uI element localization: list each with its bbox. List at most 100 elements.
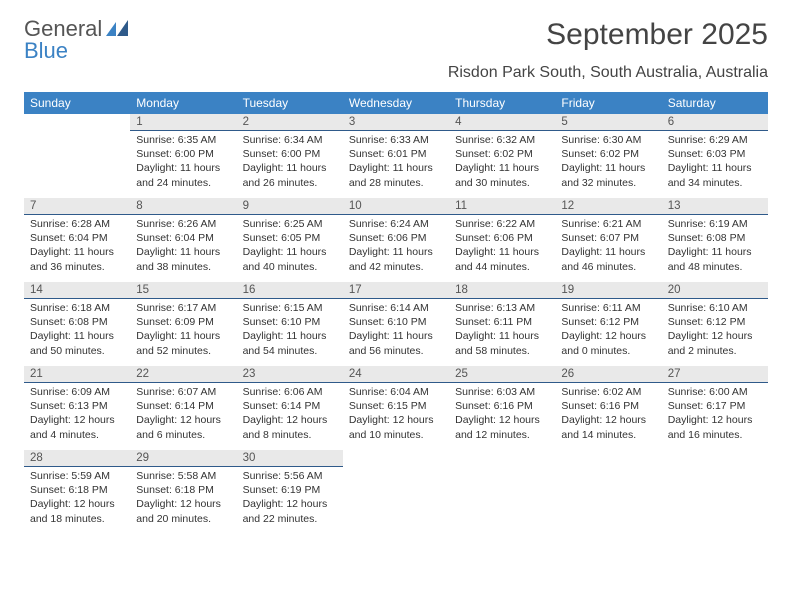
calendar-cell: 20Sunrise: 6:10 AMSunset: 6:12 PMDayligh… [662, 282, 768, 366]
daylight1-text: Daylight: 11 hours [349, 245, 443, 259]
daylight1-text: Daylight: 11 hours [243, 161, 337, 175]
brand-text: General Blue [24, 18, 128, 62]
sunrise-text: Sunrise: 5:59 AM [30, 469, 124, 483]
sunrise-text: Sunrise: 6:33 AM [349, 133, 443, 147]
day-number: 17 [343, 282, 449, 299]
calendar-cell [24, 114, 130, 198]
day-number: 10 [343, 198, 449, 215]
sunset-text: Sunset: 6:12 PM [668, 315, 762, 329]
sunset-text: Sunset: 6:17 PM [668, 399, 762, 413]
daylight1-text: Daylight: 11 hours [668, 245, 762, 259]
sunrise-text: Sunrise: 5:56 AM [243, 469, 337, 483]
sunset-text: Sunset: 6:04 PM [136, 231, 230, 245]
calendar-week-row: 7Sunrise: 6:28 AMSunset: 6:04 PMDaylight… [24, 198, 768, 282]
sunset-text: Sunset: 6:02 PM [561, 147, 655, 161]
daylight2-text: and 36 minutes. [30, 260, 124, 274]
calendar-cell: 2Sunrise: 6:34 AMSunset: 6:00 PMDaylight… [237, 114, 343, 198]
daylight1-text: Daylight: 12 hours [455, 413, 549, 427]
sunrise-text: Sunrise: 6:25 AM [243, 217, 337, 231]
calendar-cell: 21Sunrise: 6:09 AMSunset: 6:13 PMDayligh… [24, 366, 130, 450]
daylight2-text: and 8 minutes. [243, 428, 337, 442]
calendar-cell: 22Sunrise: 6:07 AMSunset: 6:14 PMDayligh… [130, 366, 236, 450]
sunset-text: Sunset: 6:05 PM [243, 231, 337, 245]
calendar-page: General Blue September 2025 Risdon Park … [0, 0, 792, 552]
sunset-text: Sunset: 6:18 PM [30, 483, 124, 497]
sunrise-text: Sunrise: 6:09 AM [30, 385, 124, 399]
daylight2-text: and 0 minutes. [561, 344, 655, 358]
daylight1-text: Daylight: 12 hours [668, 413, 762, 427]
day-header-row: Sunday Monday Tuesday Wednesday Thursday… [24, 92, 768, 114]
sunrise-text: Sunrise: 6:22 AM [455, 217, 549, 231]
daylight2-text: and 40 minutes. [243, 260, 337, 274]
calendar-week-row: 1Sunrise: 6:35 AMSunset: 6:00 PMDaylight… [24, 114, 768, 198]
daylight1-text: Daylight: 11 hours [243, 329, 337, 343]
brand-logo: General Blue [24, 18, 128, 62]
calendar-cell [343, 450, 449, 534]
sunrise-text: Sunrise: 6:35 AM [136, 133, 230, 147]
sunrise-text: Sunrise: 6:00 AM [668, 385, 762, 399]
calendar-cell: 16Sunrise: 6:15 AMSunset: 6:10 PMDayligh… [237, 282, 343, 366]
daylight1-text: Daylight: 12 hours [136, 497, 230, 511]
daylight1-text: Daylight: 11 hours [30, 329, 124, 343]
day-number: 13 [662, 198, 768, 215]
sunset-text: Sunset: 6:16 PM [561, 399, 655, 413]
sunset-text: Sunset: 6:10 PM [243, 315, 337, 329]
sunrise-text: Sunrise: 6:11 AM [561, 301, 655, 315]
daylight2-text: and 16 minutes. [668, 428, 762, 442]
daylight2-text: and 10 minutes. [349, 428, 443, 442]
sunrise-text: Sunrise: 6:10 AM [668, 301, 762, 315]
daylight1-text: Daylight: 11 hours [455, 161, 549, 175]
daylight1-text: Daylight: 11 hours [136, 245, 230, 259]
calendar-cell: 12Sunrise: 6:21 AMSunset: 6:07 PMDayligh… [555, 198, 661, 282]
sunset-text: Sunset: 6:10 PM [349, 315, 443, 329]
daylight2-text: and 32 minutes. [561, 176, 655, 190]
day-number: 29 [130, 450, 236, 467]
sunset-text: Sunset: 6:06 PM [455, 231, 549, 245]
day-number: 28 [24, 450, 130, 467]
calendar-cell: 14Sunrise: 6:18 AMSunset: 6:08 PMDayligh… [24, 282, 130, 366]
sunset-text: Sunset: 6:09 PM [136, 315, 230, 329]
sunset-text: Sunset: 6:08 PM [668, 231, 762, 245]
calendar-cell: 3Sunrise: 6:33 AMSunset: 6:01 PMDaylight… [343, 114, 449, 198]
sunset-text: Sunset: 6:06 PM [349, 231, 443, 245]
daylight1-text: Daylight: 11 hours [243, 245, 337, 259]
day-number: 26 [555, 366, 661, 383]
day-number: 12 [555, 198, 661, 215]
day-header: Wednesday [343, 92, 449, 114]
calendar-cell: 17Sunrise: 6:14 AMSunset: 6:10 PMDayligh… [343, 282, 449, 366]
sunset-text: Sunset: 6:14 PM [243, 399, 337, 413]
sunset-text: Sunset: 6:04 PM [30, 231, 124, 245]
day-header: Monday [130, 92, 236, 114]
day-number: 2 [237, 114, 343, 131]
daylight1-text: Daylight: 12 hours [349, 413, 443, 427]
daylight1-text: Daylight: 11 hours [455, 329, 549, 343]
day-number: 19 [555, 282, 661, 299]
day-number: 15 [130, 282, 236, 299]
day-header: Tuesday [237, 92, 343, 114]
day-number: 16 [237, 282, 343, 299]
daylight1-text: Daylight: 12 hours [243, 413, 337, 427]
calendar-cell: 10Sunrise: 6:24 AMSunset: 6:06 PMDayligh… [343, 198, 449, 282]
calendar-cell: 18Sunrise: 6:13 AMSunset: 6:11 PMDayligh… [449, 282, 555, 366]
sunset-text: Sunset: 6:18 PM [136, 483, 230, 497]
sunset-text: Sunset: 6:12 PM [561, 315, 655, 329]
sunrise-text: Sunrise: 6:14 AM [349, 301, 443, 315]
daylight1-text: Daylight: 12 hours [136, 413, 230, 427]
sunset-text: Sunset: 6:11 PM [455, 315, 549, 329]
daylight2-text: and 28 minutes. [349, 176, 443, 190]
calendar-week-row: 28Sunrise: 5:59 AMSunset: 6:18 PMDayligh… [24, 450, 768, 534]
sunset-text: Sunset: 6:13 PM [30, 399, 124, 413]
calendar-cell [662, 450, 768, 534]
daylight2-text: and 24 minutes. [136, 176, 230, 190]
sunset-text: Sunset: 6:01 PM [349, 147, 443, 161]
daylight1-text: Daylight: 12 hours [243, 497, 337, 511]
logo-mark-icon [106, 18, 128, 34]
day-number: 8 [130, 198, 236, 215]
daylight2-text: and 56 minutes. [349, 344, 443, 358]
calendar-cell: 9Sunrise: 6:25 AMSunset: 6:05 PMDaylight… [237, 198, 343, 282]
day-number: 25 [449, 366, 555, 383]
daylight1-text: Daylight: 11 hours [561, 245, 655, 259]
sunrise-text: Sunrise: 6:26 AM [136, 217, 230, 231]
day-number: 1 [130, 114, 236, 131]
daylight1-text: Daylight: 11 hours [136, 329, 230, 343]
